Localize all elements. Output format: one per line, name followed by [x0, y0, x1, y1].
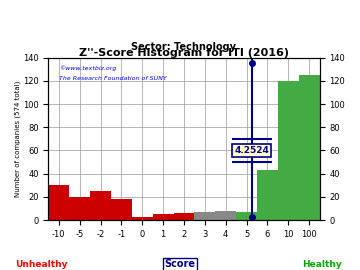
Bar [236, 212, 257, 220]
Bar [299, 75, 320, 220]
Text: 4.2524: 4.2524 [234, 146, 269, 155]
Text: Sector: Technology: Sector: Technology [131, 42, 237, 52]
Text: Score: Score [165, 259, 195, 269]
Bar [90, 191, 111, 220]
Bar [111, 199, 132, 220]
Bar [48, 185, 69, 220]
Title: Z''-Score Histogram for ITI (2016): Z''-Score Histogram for ITI (2016) [79, 48, 289, 58]
Bar [278, 81, 299, 220]
Text: The Research Foundation of SUNY: The Research Foundation of SUNY [59, 76, 167, 81]
Bar [132, 217, 153, 220]
Bar [215, 211, 236, 220]
Text: Healthy: Healthy [302, 260, 342, 269]
Bar [153, 214, 174, 220]
Bar [194, 212, 215, 220]
Text: Unhealthy: Unhealthy [15, 260, 68, 269]
Text: ©www.textbiz.org: ©www.textbiz.org [59, 66, 116, 72]
Bar [174, 213, 194, 220]
Y-axis label: Number of companies (574 total): Number of companies (574 total) [15, 81, 22, 197]
Bar [257, 170, 278, 220]
Bar [69, 197, 90, 220]
